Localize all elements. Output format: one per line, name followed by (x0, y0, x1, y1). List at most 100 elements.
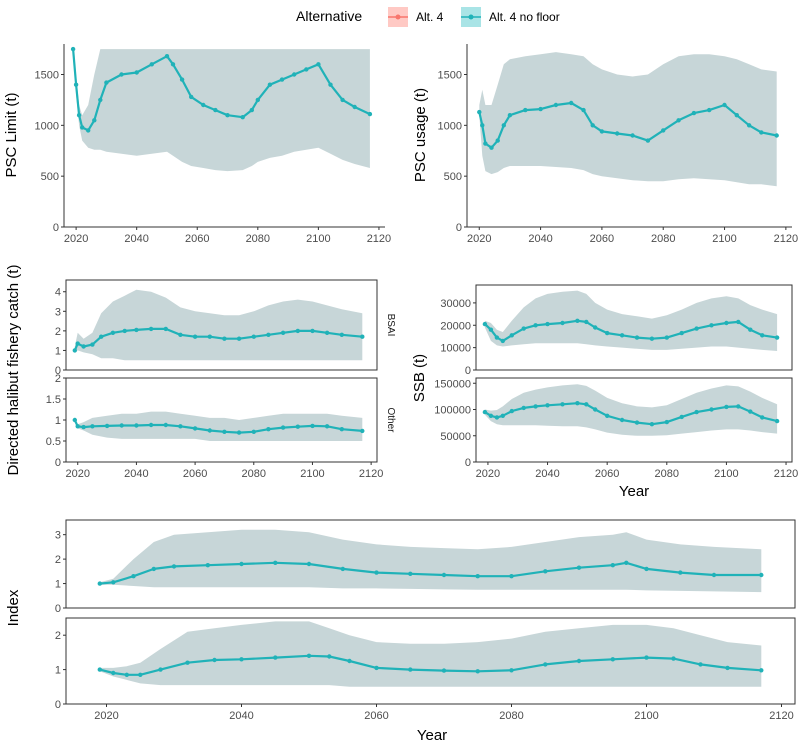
data-point (163, 326, 168, 332)
data-point (280, 330, 286, 335)
legend-point-alt4-no-floor (468, 14, 474, 20)
x-tick-label: 2100 (306, 233, 330, 245)
data-point (576, 565, 582, 570)
data-point (575, 318, 580, 323)
data-point (724, 320, 729, 326)
data-point (267, 82, 273, 87)
data-point (691, 110, 697, 116)
data-point (201, 102, 206, 108)
data-point (488, 327, 494, 332)
data-point (149, 62, 154, 67)
x-tick-label: 2020 (64, 233, 88, 245)
data-point (340, 566, 345, 572)
data-point (148, 326, 154, 332)
data-point (569, 100, 574, 106)
data-point (236, 336, 242, 341)
x-tick-label: 2040 (124, 468, 148, 480)
data-point (185, 660, 190, 665)
data-point (213, 107, 218, 113)
data-point (75, 424, 80, 429)
uncertainty-band (484, 384, 778, 436)
data-point (634, 335, 640, 340)
data-point (488, 413, 494, 418)
uncertainty-band (479, 52, 777, 187)
data-point (678, 570, 683, 575)
data-point (774, 418, 780, 424)
y-tick-label: 10000 (440, 343, 471, 355)
data-point (624, 560, 629, 565)
data-point (533, 323, 538, 328)
data-point (634, 420, 640, 425)
data-point (495, 138, 500, 143)
data-point (746, 123, 752, 128)
data-point (304, 67, 309, 72)
data-point (306, 653, 312, 658)
data-point (119, 72, 124, 77)
data-point (630, 133, 635, 138)
data-point (192, 334, 198, 339)
y-axis-title: PSC usage (t) (412, 88, 429, 182)
data-point (151, 566, 156, 572)
data-point (374, 665, 379, 671)
data-point (509, 333, 514, 338)
panel-frame (475, 377, 793, 463)
data-point (645, 138, 651, 143)
data-point (593, 407, 598, 412)
data-point (97, 581, 103, 586)
data-point (477, 109, 482, 115)
data-point (408, 571, 413, 576)
x-tick-label: 2080 (242, 468, 266, 480)
data-point (694, 409, 699, 415)
y-tick-label: 150000 (434, 378, 471, 390)
data-point (239, 657, 244, 662)
x-tick-label: 2060 (183, 468, 207, 480)
panel-psc-limit: 0 500 1000 1500 2020 2040 2060 2080 2100 2120 PSC … (3, 44, 391, 245)
data-point (575, 401, 580, 406)
legend-label-alt4-no-floor: Alt. 4 no floor (489, 10, 560, 24)
data-point (80, 125, 85, 130)
data-point (553, 102, 559, 108)
x-tick-label: 2120 (769, 710, 793, 722)
data-point (295, 424, 300, 429)
y-axis-title: Index (5, 589, 22, 626)
y-tick-label: 0 (456, 222, 462, 234)
data-point (734, 113, 739, 118)
data-point (72, 348, 78, 353)
data-point (441, 572, 447, 578)
x-tick-label: 2060 (364, 710, 388, 722)
data-point (339, 427, 344, 432)
data-point (521, 405, 526, 411)
data-point (605, 413, 610, 418)
data-point (543, 662, 548, 667)
data-point (124, 672, 129, 677)
data-point (707, 107, 712, 113)
data-point (605, 330, 610, 336)
data-point (134, 70, 139, 75)
data-point (352, 104, 357, 110)
uncertainty-band (74, 289, 363, 361)
data-point (725, 665, 730, 671)
data-point (610, 563, 615, 568)
data-point (131, 574, 136, 579)
x-tick-label: 2020 (476, 468, 500, 480)
data-point (266, 332, 271, 337)
data-point (774, 335, 780, 340)
x-tick-label: 2060 (595, 468, 619, 480)
data-point (360, 428, 365, 434)
y-tick-label: 50000 (440, 431, 471, 443)
data-point (212, 657, 217, 663)
x-axis-title: Year (619, 483, 649, 500)
data-point (509, 668, 514, 673)
legend-title: Alternative (296, 8, 362, 24)
data-point (73, 82, 79, 87)
data-point (178, 424, 183, 429)
data-point (207, 428, 212, 433)
x-tick-label: 2060 (590, 233, 614, 245)
data-point (664, 335, 669, 340)
panel-frame (65, 279, 378, 371)
data-point (72, 417, 78, 423)
data-point (316, 62, 321, 67)
data-point (158, 667, 163, 672)
y-tick-label: 100000 (434, 405, 471, 417)
data-point (76, 113, 82, 118)
